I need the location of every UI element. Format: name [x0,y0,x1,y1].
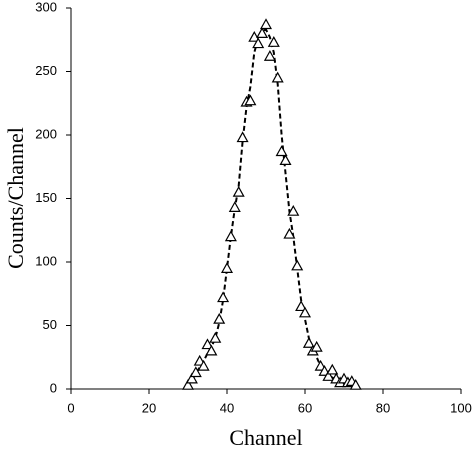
data-point [259,18,273,30]
fit-line [187,28,357,388]
data-point [349,378,362,390]
data-point [185,372,198,384]
y-tick-label: 250 [35,63,57,78]
data-point [302,337,315,348]
data-point [236,131,249,143]
x-tick-label: 100 [450,400,472,415]
y-tick-label: 0 [50,380,57,395]
data-point [322,370,335,381]
data-point [267,36,280,47]
data-point [181,378,195,390]
y-tick-label: 200 [35,126,57,141]
data-point [295,300,308,312]
x-tick-label: 80 [376,400,390,415]
data-point [252,37,265,49]
data-point [275,145,288,157]
data-point [232,185,245,197]
x-tick-label: 0 [67,400,74,415]
data-point [189,366,202,378]
x-tick-label: 40 [220,400,234,415]
data-point [291,259,304,271]
y-tick-label: 300 [35,0,57,14]
data-point [310,340,323,352]
y-tick-label: 100 [35,253,57,268]
x-axis-title: Channel [229,425,302,450]
data-point [197,359,210,371]
y-tick-label: 50 [43,317,57,332]
x-tick-label: 20 [142,400,156,415]
data-point [209,331,222,343]
data-point [279,154,292,165]
data-point [271,71,284,83]
data-point [224,230,237,242]
data-point [298,306,312,318]
data-point [287,204,300,216]
x-tick-label: 60 [298,400,312,415]
data-point [220,262,234,273]
data-point [205,344,218,356]
y-axis-title: Counts/Channel [3,127,28,269]
data-point [217,291,230,303]
data-point [201,338,214,350]
data-point [326,363,339,375]
data-point [256,27,269,39]
data-point [244,94,257,106]
data-point [213,312,226,324]
y-tick-label: 150 [35,190,57,205]
data-point [263,50,276,61]
data-point [283,227,296,239]
data-point [228,201,241,212]
